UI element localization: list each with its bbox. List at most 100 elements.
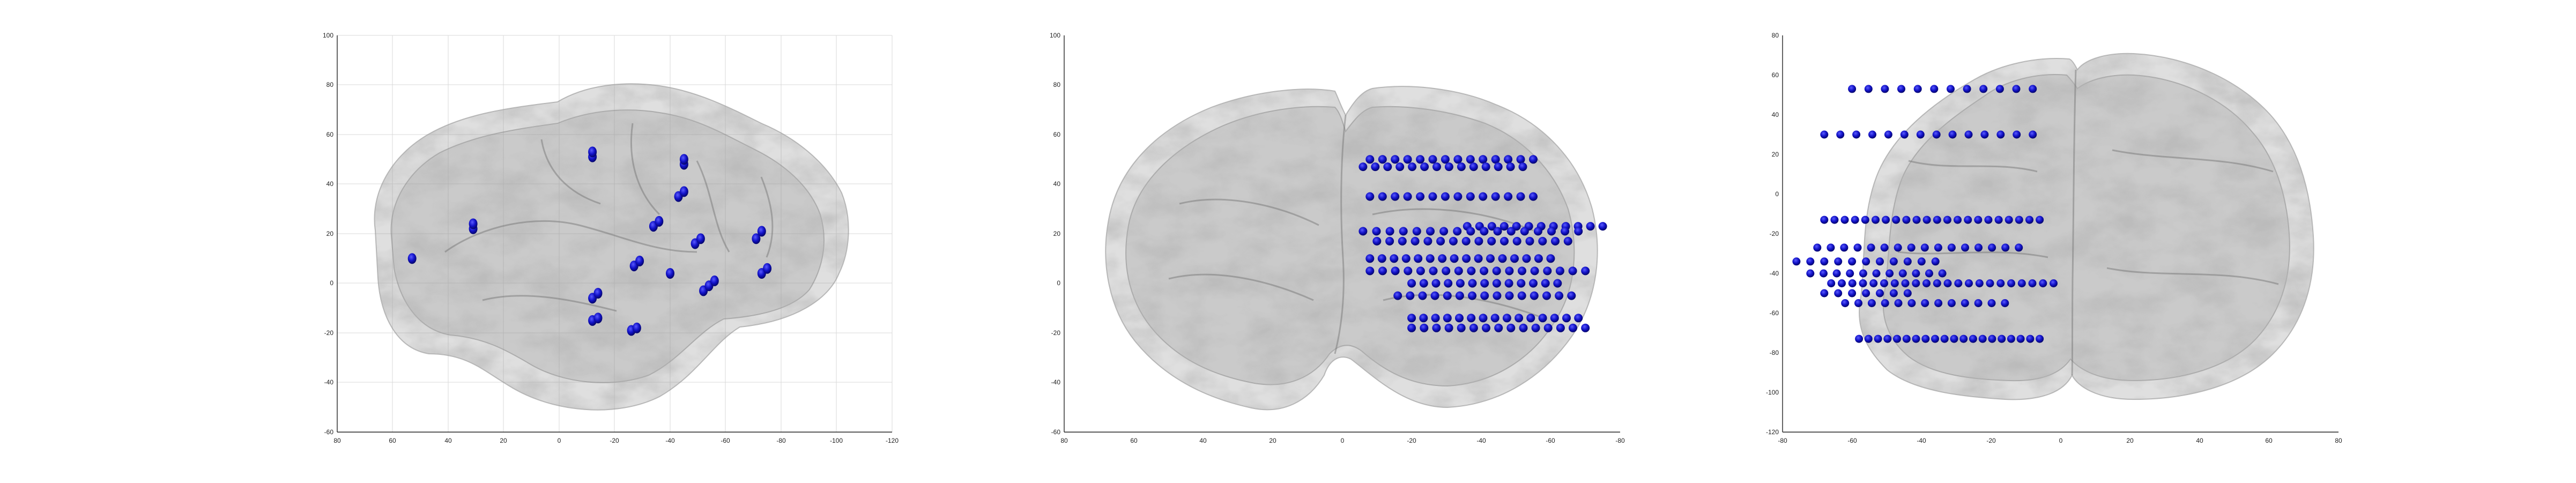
electrode-dot [1365,155,1375,164]
electrode-dot [1864,85,1873,93]
electrode-dot [1975,279,1984,287]
tick-label: 80 [326,81,334,88]
electrode-dot [1518,162,1527,172]
electrode-dot [1546,254,1555,263]
electrode-dot [1438,254,1447,263]
electrode-dot [763,263,772,274]
electrode-dot [1933,216,1941,224]
electrode-dot [1553,279,1562,288]
electrode-dot [1854,299,1862,307]
axial-axes [1782,35,2339,433]
electrode-dot [1827,279,1836,287]
electrode-dot [1947,243,1956,252]
tick-label: -80 [1778,437,1787,444]
tick-label: 0 [1057,279,1060,287]
coronal-x-ticks: 80 60 40 20 0 -20 -40 -60 -80 [1060,437,1625,444]
electrode-dot [1931,257,1940,266]
electrode-dot [1912,216,1921,224]
electrode-dot [1921,299,1929,307]
electrode-dot [1556,323,1565,332]
electrode-dot [1806,269,1815,278]
tick-label: 40 [2196,437,2203,444]
electrode-dot [1453,192,1463,201]
electrode-dot [1841,299,1850,307]
electrode-dot [1959,335,1968,343]
electrode-dot [1974,299,1983,307]
tick-label: 80 [1060,437,1068,444]
electrode-dot [2026,335,2035,343]
tick-label: 20 [500,437,507,444]
tick-label: -20 [1051,329,1061,337]
electrode-dot [1867,243,1875,252]
electrode-dot [1505,266,1514,276]
electrode-dot [1517,291,1526,300]
electrode-dot [1586,222,1595,231]
electrode-dot [1444,162,1453,172]
electrode-dot [1561,227,1570,236]
tick-label: 20 [1053,230,1061,237]
electrode-dot [1930,85,1939,93]
tick-label: 60 [389,437,396,444]
electrode-dot [1480,291,1489,300]
axial-brain-surface [1859,53,2314,400]
electrode-dot [1533,227,1542,236]
electrode-dot [1932,130,1941,139]
electrode-dot [1820,216,1829,224]
tick-label: 40 [1772,111,1779,118]
electrode-dot [1534,254,1543,263]
electrode-dot [1581,323,1590,332]
tick-label: 40 [1053,180,1061,188]
tick-label: -60 [1847,437,1857,444]
electrode-dot [1395,162,1405,172]
electrode-dot [1462,254,1471,263]
electrode-dot [1443,314,1452,323]
electrode-dot [1428,192,1437,201]
electrode-dot [1969,335,1977,343]
electrode-dot [1378,266,1387,276]
electrode-dot [588,146,597,158]
electrode-dot [1510,254,1519,263]
electrode-dot [679,154,688,165]
electrode-dot [1882,216,1890,224]
electrode-dot [1925,269,1933,278]
tick-label: 60 [2265,437,2273,444]
electrode-dot [2013,130,2021,139]
electrode-dot [1948,130,1957,139]
electrode-dot [1372,236,1382,246]
tick-label: -20 [1407,437,1416,444]
electrode-dot [1574,314,1583,323]
electrode-dot [1938,269,1947,278]
tick-label: -60 [1546,437,1555,444]
electrode-dot [1965,279,1973,287]
electrode-dot [1479,192,1488,201]
electrode-dot [1358,227,1368,236]
electrode-dot [1530,266,1539,276]
electrode-dot [2036,216,2044,224]
tick-label: -120 [1766,428,1779,436]
electrode-dot [1550,314,1559,323]
electrode-dot [1531,323,1540,332]
electrode-dot [1820,289,1829,298]
electrode-dot [1961,299,1969,307]
electrode-dot [1954,279,1963,287]
tick-label: 20 [326,230,334,237]
electrode-dot [1494,323,1503,332]
electrode-dot [655,216,664,227]
tick-label: 60 [1130,437,1138,444]
electrode-dot [1986,279,1994,287]
electrode-dot [1411,236,1420,246]
electrode-dot [1401,254,1411,263]
tick-label: 80 [333,437,341,444]
electrode-dot [1917,257,1926,266]
electrode-dot [1408,162,1417,172]
electrode-dot [1419,279,1428,288]
electrode-dot [1407,279,1416,288]
electrode-dot [1876,289,1884,298]
electrode-dot [1876,257,1884,266]
electrode-dot [1980,130,1989,139]
electrode-dot [1403,155,1412,164]
tick-label: -20 [1770,230,1779,237]
electrode-dot [1456,279,1465,288]
tick-label: -40 [1476,437,1486,444]
electrode-dot [1555,291,1564,300]
